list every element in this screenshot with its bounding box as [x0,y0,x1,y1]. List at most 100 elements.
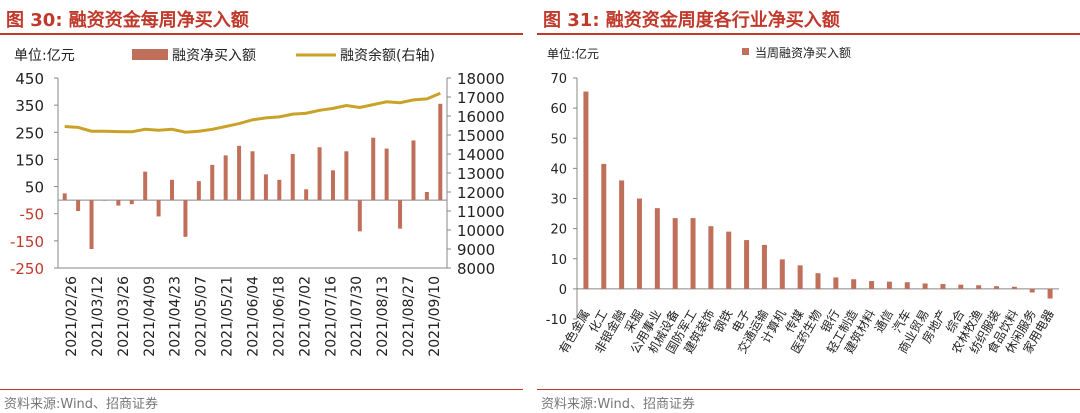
x-tick-label: 2021/08/13 [375,276,391,357]
bar [223,155,228,201]
bar [102,200,107,201]
bar [371,137,376,201]
bar [357,200,362,232]
x-tick-label: 2021/08/27 [401,276,417,357]
bar [277,179,282,201]
y-tick-label: -10 [546,313,567,328]
bar [304,189,309,201]
y2-tick-label: 12000 [457,184,505,202]
y-tick-label: 10 [550,253,567,268]
bar [601,163,607,289]
bar [263,174,268,201]
title-rule [0,33,523,35]
bar [183,200,188,237]
bar [851,279,857,289]
bar [344,151,349,201]
panel-weekly-net-buy: 图 30: 融资资金每周净买入额 单位:亿元 融资净买入额 融资余额(右轴) 450 3… [0,0,523,413]
x-tick-label: 2021/07/16 [323,276,339,357]
bar [317,147,322,201]
y-tick-label: -150 [10,233,44,251]
source-rule [0,389,523,390]
bar [250,151,255,201]
bar [398,200,403,229]
bar [411,140,416,201]
bar [583,91,589,289]
y2-tick-label: 17000 [457,89,505,107]
x-tick-label: 2021/09/10 [427,276,443,357]
x-tick-label: 2021/05/07 [194,276,210,357]
bar [636,198,642,289]
y2-tick-label: 10000 [457,222,505,240]
bar [797,265,803,289]
chart-title: 图 30: 融资资金每周净买入额 [6,10,249,31]
bar [170,179,175,201]
bar [330,170,335,201]
bar [196,181,201,201]
source-note: 资料来源:Wind、招商证券 [541,397,696,412]
y2-tick-label: 15000 [457,127,505,145]
y-tick-label: 60 [550,102,567,117]
y-tick-label: 150 [15,151,44,169]
bar [1047,288,1053,299]
industry-chart: 单位:亿元 当周融资净买入额706050403020100-10有色金属化工非银金… [546,46,1059,356]
x-tick-label: 2021/03/26 [116,276,132,357]
y-tick-label: 350 [15,97,44,115]
source-rule [537,389,1080,390]
bar [143,171,148,201]
x-tick-label: 2021/05/21 [220,276,236,357]
y-tick-label: 30 [550,193,567,208]
unit-label: 单位:亿元 [547,46,599,61]
bar [958,284,964,289]
bar [761,244,767,289]
bar [156,200,161,217]
source-note: 资料来源:Wind、招商证券 [4,397,159,412]
y-tick-label: 50 [25,179,44,197]
y-tick-label: 40 [550,162,567,177]
bar [619,180,625,289]
y2-tick-label: 13000 [457,165,505,183]
x-tick-label: 2021/06/18 [271,276,287,357]
y2-tick-label: 8000 [457,260,495,278]
bar [726,231,732,289]
weekly-chart: 单位:亿元 融资净买入额 融资余额(右轴) 450 350 250 150 50 -50 -150… [10,47,505,357]
y2-tick-label: 11000 [457,203,505,221]
y2-tick-label: 14000 [457,146,505,164]
bar [290,154,295,201]
y-tick-label: -50 [20,206,45,224]
y-tick-label: 250 [15,124,44,142]
x-tick-label: 2021/04/23 [168,276,184,357]
y2-tick-label: 16000 [457,108,505,126]
bar [833,277,839,289]
x-tick-label: 2021/07/02 [297,276,313,357]
legend-label: 融资余额(右轴) [340,47,435,64]
bar [1011,286,1017,289]
bar [89,200,94,249]
bar [237,145,242,201]
y2-tick-label: 9000 [457,241,495,259]
bar [62,193,67,201]
bar [384,148,389,201]
bar [690,218,696,289]
bar [672,218,678,289]
bar [708,226,714,289]
x-tick-label: 通信 [872,307,896,335]
legend-label: 融资净买入额 [172,48,256,64]
bar [904,282,910,289]
bar [976,285,982,289]
bar [76,200,81,211]
bar [869,281,875,289]
bar [994,286,1000,289]
x-tick-label: 2021/04/09 [142,276,158,357]
y-tick-label: 20 [550,223,567,238]
bar [779,259,785,289]
balance-line [64,91,441,134]
unit-label: 单位:亿元 [14,48,75,64]
x-tick-label: 钢铁 [711,307,735,335]
bar [129,200,134,205]
bar [654,208,660,289]
panel-industry-net-buy: 图 31: 融资资金周度各行业净买入额 单位:亿元 当周融资净买入额 70 60 50 4… [537,0,1080,413]
y-tick-label: -250 [10,260,44,278]
bar [424,192,429,201]
y-tick-label: 70 [550,72,567,87]
bar [922,283,928,289]
